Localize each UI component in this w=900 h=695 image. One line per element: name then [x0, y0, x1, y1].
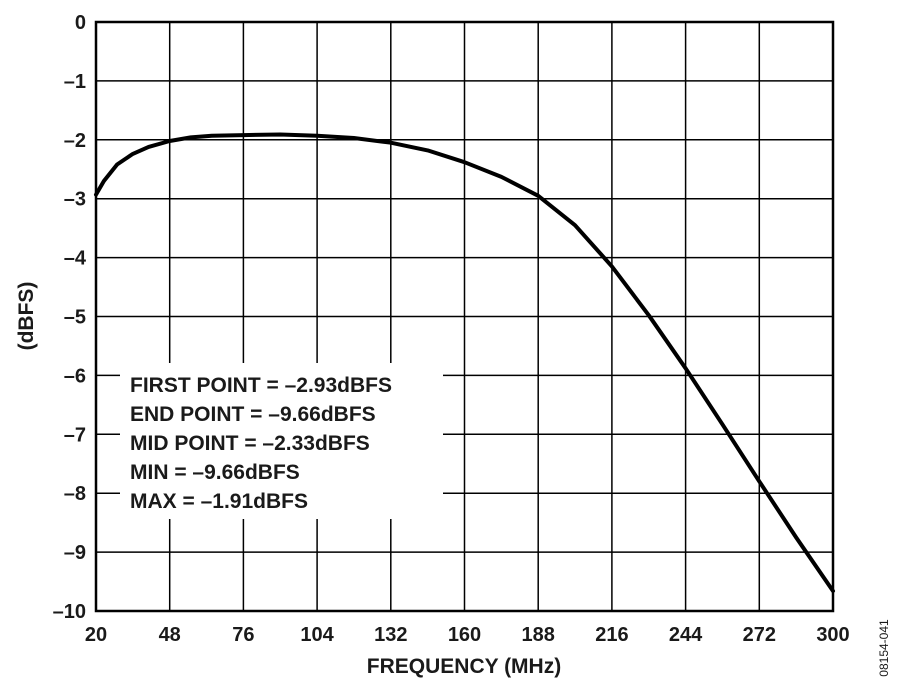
y-tick-label: –4: [64, 248, 87, 270]
x-tick-label: 76: [232, 624, 254, 646]
grid: [95, 21, 834, 612]
x-axis-title: FREQUENCY (MHz): [367, 655, 561, 678]
x-tick-labels: 20 48 76 104 132 160 188 216 244 272 300: [85, 624, 850, 646]
y-tick-labels: 0 –1 –2 –3 –4 –5 –6 –7 –8 –9 –10: [53, 12, 87, 623]
x-tick-label: 188: [522, 624, 555, 646]
x-tick-label: 160: [448, 624, 481, 646]
x-tick-label: 216: [595, 624, 628, 646]
y-tick-label: –7: [64, 424, 86, 446]
y-tick-label: –8: [64, 483, 86, 505]
y-tick-label: –5: [64, 307, 86, 329]
y-tick-label: –9: [64, 542, 86, 564]
plot-frame: [94, 20, 835, 613]
y-tick-label: –2: [64, 130, 86, 152]
series-line: [94, 132, 835, 593]
x-tick-label: 48: [159, 624, 181, 646]
stats-box: FIRST POINT = –2.93dBFS END POINT = –9.6…: [120, 363, 443, 519]
end-point-stat: END POINT = –9.66dBFS: [130, 403, 376, 426]
y-tick-label: 0: [75, 12, 86, 34]
x-tick-label: 132: [374, 624, 407, 646]
y-tick-label: –10: [53, 601, 86, 623]
x-tick-label: 20: [85, 624, 107, 646]
mid-point-stat: MID POINT = –2.33dBFS: [130, 432, 370, 455]
x-tick-label: 104: [300, 624, 334, 646]
first-point-stat: FIRST POINT = –2.93dBFS: [130, 374, 392, 397]
x-tick-label: 300: [816, 624, 849, 646]
stats-box-background: [120, 363, 443, 519]
max-stat: MAX = –1.91dBFS: [130, 490, 308, 513]
x-tick-label: 272: [743, 624, 776, 646]
x-tick-label: 244: [669, 624, 703, 646]
figure-id: 08154-041: [877, 619, 891, 677]
y-axis-title: (dBFS): [15, 282, 38, 351]
y-tick-label: –3: [64, 189, 86, 211]
y-tick-label: –1: [64, 71, 86, 93]
y-tick-label: –6: [64, 365, 86, 387]
min-stat: MIN = –9.66dBFS: [130, 461, 300, 484]
